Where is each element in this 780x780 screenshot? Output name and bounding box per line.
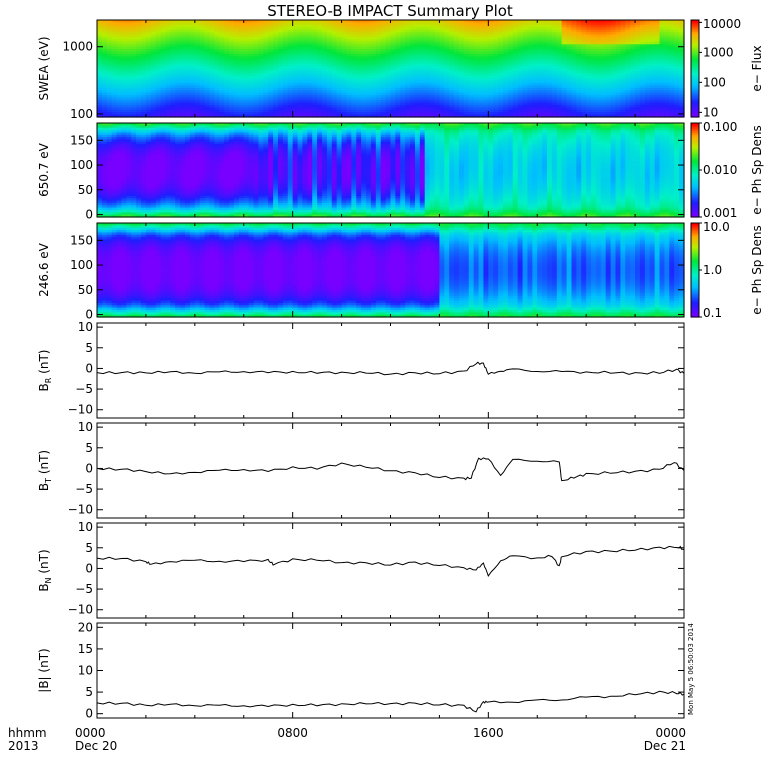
y-axis-label: |B| (nT) [37, 648, 51, 692]
y-label-base: B [37, 583, 51, 591]
y-label-base: |B| [37, 676, 51, 692]
colorbar-label: e− Ph Sp Dens [750, 225, 764, 314]
y-axis-label: 246.6 eV [37, 242, 51, 297]
x-tick-label: 0800 [277, 726, 308, 740]
y-tick-label: 100 [70, 158, 93, 172]
series-line-br [96, 361, 685, 376]
colorbar-tick-label: 0.001 [703, 206, 737, 220]
colorbar-tick-label: 0.100 [703, 120, 737, 134]
plot-title: STEREO-B IMPACT Summary Plot [267, 2, 513, 20]
y-tick-label: 0 [85, 208, 93, 222]
colorbar-label: e− Flux [750, 45, 764, 91]
colorbar-tick-label: 10000 [703, 17, 741, 31]
colorbar-pad650: 0.001 0.010 0.100 e− Ph Sp Dens [690, 120, 764, 220]
colorbar-tick-label: 10.0 [703, 220, 730, 234]
y-tick-label: 150 [70, 233, 93, 247]
y-axis-label: SWEA (eV) [37, 36, 51, 100]
y-tick-label: −5 [75, 382, 93, 396]
y-tick-label: 0 [85, 461, 93, 475]
y-axis-label: BN (nT) [37, 549, 53, 591]
y-label-unit: (nT) [37, 350, 51, 378]
colorbar-tick-label: 10 [703, 105, 718, 119]
panel-bn: −10 −5 0 5 10 BN (nT) [37, 520, 685, 619]
y-tick-label: 5 [85, 685, 93, 699]
y-tick-label: −5 [75, 582, 93, 596]
x-date-label: Dec 20 [75, 739, 117, 753]
y-tick-label: 20 [78, 620, 93, 634]
y-label-sub: N [44, 577, 53, 583]
colorbar-tick-label: 1000 [703, 45, 734, 59]
y-tick-label: −10 [68, 603, 93, 617]
colorbar-tick-label: 0.1 [703, 306, 722, 320]
y-label-base: B [37, 383, 51, 391]
y-label-unit: (nT) [37, 648, 51, 676]
y-tick-label: 50 [78, 183, 93, 197]
panel-pad246: 0.1 1.0 10.0 e− Ph Sp Dens 0 50 100 150 246.6 eV [37, 220, 764, 322]
colorbar-tick-label: 100 [703, 75, 726, 89]
y-tick-label: −10 [68, 503, 93, 517]
y-tick-label: 50 [78, 283, 93, 297]
colorbar-label: e− Ph Sp Dens [750, 125, 764, 214]
y-tick-label: 10 [78, 520, 93, 534]
y-tick-label: 10 [78, 664, 93, 678]
x-row1-lead: hhmm [8, 726, 47, 740]
colorbar-tick-label: 0.010 [703, 163, 737, 177]
y-tick-label: 5 [85, 541, 93, 555]
y-tick-label: −10 [68, 403, 93, 417]
panel-br: −10 −5 0 5 10 BR (nT) [37, 320, 685, 419]
y-tick-label: 100 [70, 107, 93, 121]
colorbar-swea: 10 100 1000 10000 e− Flux [690, 17, 764, 119]
y-tick-label: −5 [75, 482, 93, 496]
panel-frame [96, 322, 685, 419]
y-tick-label: 10 [78, 320, 93, 334]
y-tick-label: 5 [85, 441, 93, 455]
y-label-unit: (nT) [37, 549, 51, 577]
y-tick-label: 0 [85, 308, 93, 322]
y-tick-label: 15 [78, 642, 93, 656]
x-tick-label: 1600 [473, 726, 504, 740]
y-tick-label: 5 [85, 341, 93, 355]
y-tick-label: 0 [85, 561, 93, 575]
y-tick-label: 1000 [62, 40, 93, 54]
colorbar-tick-label: 1.0 [703, 263, 722, 277]
panel-frame [96, 522, 685, 619]
panel-bmag: 0 5 10 15 20 |B| (nT) [37, 620, 685, 721]
y-axis-label: 650.7 eV [37, 142, 51, 197]
panel-bt: −10 −5 0 5 10 BT (nT) [37, 420, 685, 519]
series-line-bt [96, 457, 685, 482]
y-label-unit: (nT) [37, 450, 51, 478]
x-tick-label: 0000 [655, 726, 686, 740]
y-axis-label: BT (nT) [37, 450, 53, 491]
timestamp-stamp: Mon May 5 06:50:03 2014 [687, 623, 695, 715]
y-tick-label: 100 [70, 258, 93, 272]
x-row2-lead: 2013 [8, 739, 39, 753]
series-line-bn [96, 545, 685, 577]
y-tick-label: 0 [85, 707, 93, 721]
x-date-label: Dec 21 [644, 739, 686, 753]
y-tick-label: 150 [70, 133, 93, 147]
panel-pad650: 0.001 0.010 0.100 e− Ph Sp Dens 0 50 100 150 650… [37, 120, 764, 222]
x-tick-label: 0000 [75, 726, 106, 740]
y-axis-label: BR (nT) [37, 350, 53, 392]
y-label-sub: R [44, 377, 53, 383]
colorbar-pad246: 0.1 1.0 10.0 e− Ph Sp Dens [690, 220, 764, 320]
y-label-sub: T [44, 478, 53, 484]
y-tick-label: 10 [78, 420, 93, 434]
series-line-bmag [96, 690, 685, 713]
y-tick-label: 0 [85, 361, 93, 375]
y-label-base: B [37, 483, 51, 491]
panel-swea: 10 100 1000 10000 e− Flux 100 1000 SWEA (eV) [37, 17, 764, 121]
